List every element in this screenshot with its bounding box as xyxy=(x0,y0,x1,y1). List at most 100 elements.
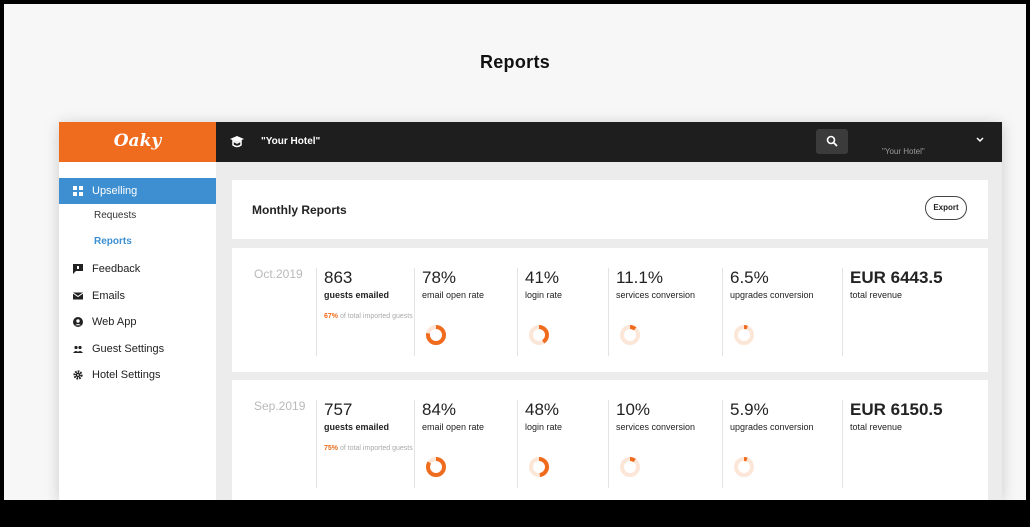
note-percent: 75% xyxy=(324,445,339,452)
metric-note: 75% of total imported guests xyxy=(324,444,414,453)
report-month: Sep.2019 xyxy=(254,399,306,413)
sidebar-item-hotel-settings[interactable]: Hotel Settings xyxy=(59,362,216,388)
page-title: Reports xyxy=(479,52,551,72)
app-window: Oaky "Your Hotel" "Your Hotel" xyxy=(59,122,1002,500)
metric-value: EUR 6443.5 xyxy=(850,268,943,287)
metric-value: 11.1% xyxy=(616,268,663,287)
logo: Oaky xyxy=(113,131,162,151)
top-bar: Oaky "Your Hotel" "Your Hotel" xyxy=(59,122,1002,162)
metric-label: guests emailed xyxy=(324,422,390,432)
hotel-name: "Your Hotel" xyxy=(261,136,321,147)
metric-label: upgrades conversion xyxy=(730,422,814,432)
progress-donut xyxy=(529,325,549,345)
metric-services-conversion: 11.1% services conversion xyxy=(608,268,722,356)
donut-track xyxy=(734,325,754,345)
graduation-cap-icon xyxy=(230,136,244,148)
envelope-icon xyxy=(73,292,83,300)
donut-track xyxy=(620,457,640,477)
donut-fill xyxy=(734,325,754,345)
metric-label: total revenue xyxy=(850,290,903,300)
donut-fill xyxy=(620,457,640,477)
metric-label: login rate xyxy=(525,290,563,300)
metric-label: email open rate xyxy=(422,422,485,432)
sidebar-item-label: Emails xyxy=(92,290,126,302)
metric-value: 41% xyxy=(525,268,560,287)
metric-email-open-rate: 78% email open rate xyxy=(414,268,517,356)
metric-upgrades-conversion: 5.9% upgrades conversion xyxy=(722,400,842,488)
progress-donut xyxy=(426,325,446,345)
sidebar-item-requests[interactable]: Requests xyxy=(94,210,137,221)
sidebar-item-upselling[interactable]: Upselling xyxy=(59,178,216,204)
export-button[interactable]: Export xyxy=(925,196,967,220)
users-icon xyxy=(73,345,83,353)
metric-guests-emailed: 757 guests emailed 75% of total imported… xyxy=(316,400,414,488)
user-circle-icon xyxy=(73,317,83,327)
metric-label: total revenue xyxy=(850,422,903,432)
report-month: Oct.2019 xyxy=(254,267,303,281)
hotel-select[interactable]: "Your Hotel" xyxy=(882,147,925,156)
metric-value: 863 xyxy=(324,268,353,287)
sidebar-item-label: Upselling xyxy=(92,185,138,197)
metric-services-conversion: 10% services conversion xyxy=(608,400,722,488)
metric-value: 48% xyxy=(525,400,560,419)
donut-track xyxy=(620,325,640,345)
logo-area[interactable]: Oaky xyxy=(59,122,216,162)
metric-label: login rate xyxy=(525,422,563,432)
progress-donut xyxy=(734,457,754,477)
metric-total-revenue: EUR 6150.5 total revenue xyxy=(842,400,982,488)
metric-note: 67% of total imported guests xyxy=(324,312,414,321)
section-title: Monthly Reports xyxy=(252,203,347,217)
sidebar-item-web-app[interactable]: Web App xyxy=(59,309,216,335)
donut-fill xyxy=(426,325,446,345)
sidebar-item-label: Guest Settings xyxy=(92,343,165,355)
sidebar: Upselling Requests Reports Feedback Emai… xyxy=(59,162,216,500)
sidebar-item-label: Hotel Settings xyxy=(92,369,161,381)
sidebar-item-label: Feedback xyxy=(92,263,141,275)
sidebar-item-label: Web App xyxy=(92,316,137,328)
metric-login-rate: 41% login rate xyxy=(517,268,608,356)
metric-value: EUR 6150.5 xyxy=(850,400,943,419)
page: Reports Oaky "Your Hotel" "Your Hotel" xyxy=(4,4,1026,500)
report-card: Oct.2019 863 guests emailed 67% of total… xyxy=(232,248,988,372)
progress-donut xyxy=(620,457,640,477)
metric-value: 78% xyxy=(422,268,457,287)
donut-fill xyxy=(529,325,549,345)
note-text: of total imported guests xyxy=(339,445,413,452)
note-text: of total imported guests xyxy=(339,313,413,320)
metric-value: 10% xyxy=(616,400,651,419)
reports-header: Monthly Reports Export xyxy=(232,180,988,239)
progress-donut xyxy=(426,457,446,477)
metric-value: 6.5% xyxy=(730,268,769,287)
sidebar-item-guest-settings[interactable]: Guest Settings xyxy=(59,336,216,362)
report-card: Sep.2019 757 guests emailed 75% of total… xyxy=(232,380,988,500)
metric-label: upgrades conversion xyxy=(730,290,814,300)
metric-label: services conversion xyxy=(616,422,696,432)
donut-fill xyxy=(529,457,549,477)
donut-fill xyxy=(620,325,640,345)
progress-donut xyxy=(734,325,754,345)
metric-label: services conversion xyxy=(616,290,696,300)
grid-icon xyxy=(73,186,83,196)
progress-donut xyxy=(620,325,640,345)
metric-label: email open rate xyxy=(422,290,485,300)
metric-value: 5.9% xyxy=(730,400,769,419)
donut-track xyxy=(734,457,754,477)
sidebar-item-emails[interactable]: Emails xyxy=(59,283,216,309)
metric-login-rate: 48% login rate xyxy=(517,400,608,488)
donut-fill xyxy=(426,457,446,477)
metric-guests-emailed: 863 guests emailed 67% of total imported… xyxy=(316,268,414,356)
metric-label: guests emailed xyxy=(324,290,390,300)
sidebar-item-feedback[interactable]: Feedback xyxy=(59,256,216,282)
search-icon xyxy=(826,135,838,147)
progress-donut xyxy=(529,457,549,477)
note-percent: 67% xyxy=(324,313,339,320)
metric-value: 757 xyxy=(324,400,353,419)
sidebar-item-reports[interactable]: Reports xyxy=(94,236,132,247)
search-button[interactable] xyxy=(816,129,848,154)
metric-total-revenue: EUR 6443.5 total revenue xyxy=(842,268,982,356)
metric-value: 84% xyxy=(422,400,457,419)
chevron-down-icon[interactable] xyxy=(975,136,985,144)
metric-email-open-rate: 84% email open rate xyxy=(414,400,517,488)
metric-upgrades-conversion: 6.5% upgrades conversion xyxy=(722,268,842,356)
chat-icon xyxy=(73,264,83,274)
